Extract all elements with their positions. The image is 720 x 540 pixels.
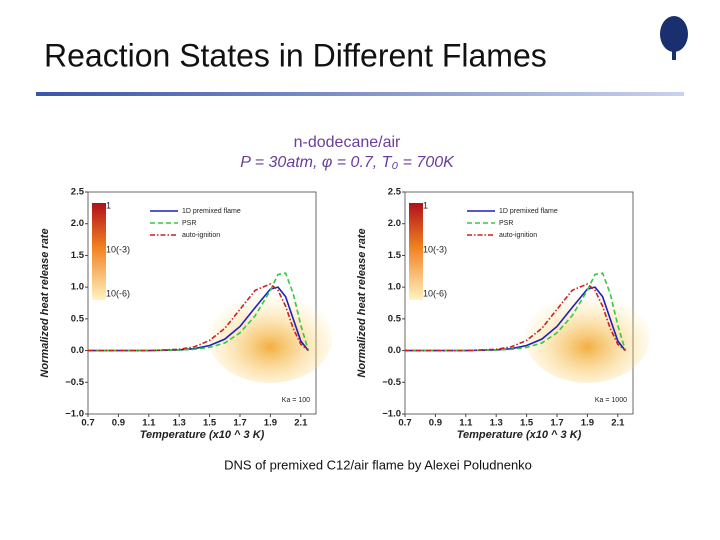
legend-label: 1D premixed flame: [182, 208, 241, 215]
y-tick-label: −0.5: [382, 377, 401, 388]
x-tick-label: 1.5: [520, 418, 534, 429]
colorbar: [92, 203, 106, 300]
flame-shading: [525, 292, 650, 383]
x-tick-label: 2.1: [294, 418, 308, 429]
y-tick-label: 1.0: [388, 282, 401, 293]
annotation: Ka = 1000: [595, 397, 627, 404]
colorbar-label: 10(-6): [106, 288, 130, 298]
x-tick-label: 2.1: [611, 418, 625, 429]
x-tick-label: 1.3: [173, 418, 186, 429]
x-tick-label: 1.1: [142, 418, 156, 429]
y-tick-label: 2.5: [388, 187, 402, 198]
figure-subtitle: P = 30atm, φ = 0.7, T₀ = 700K: [240, 154, 455, 171]
x-tick-label: 1.1: [459, 418, 473, 429]
y-tick-label: 2.0: [388, 218, 401, 229]
series-line: [405, 272, 627, 352]
colorbar-label: 10(-3): [106, 244, 130, 254]
title-rule: [36, 92, 684, 96]
legend-label: 1D premixed flame: [499, 208, 558, 215]
x-axis-label: Temperature (x10 ^ 3 K): [140, 429, 265, 441]
caption: DNS of premixed C12/air flame by Alexei …: [224, 457, 532, 472]
y-axis-label: Normalized heat release rate: [356, 228, 368, 377]
colorbar: [409, 203, 423, 300]
y-tick-label: 0.0: [388, 345, 401, 356]
y-tick-label: −1.0: [65, 409, 84, 420]
y-tick-label: 2.5: [71, 187, 85, 198]
annotation: Ka = 100: [282, 397, 310, 404]
y-tick-label: 2.0: [71, 218, 84, 229]
y-tick-label: 1.5: [388, 250, 402, 261]
legend-label: PSR: [499, 220, 513, 227]
series-line: [88, 283, 309, 352]
figure-title: n-dodecane/air: [294, 134, 401, 151]
series-line: [88, 272, 310, 352]
x-tick-label: 1.7: [550, 418, 563, 429]
x-tick-label: 0.7: [398, 418, 411, 429]
slide-title: Reaction States in Different Flames: [44, 37, 547, 73]
y-tick-label: 0.5: [388, 313, 402, 324]
x-tick-label: 1.3: [490, 418, 503, 429]
y-tick-label: 1.5: [71, 250, 85, 261]
colorbar-label: 1: [106, 200, 111, 210]
y-tick-label: 0.5: [71, 313, 85, 324]
legend-label: PSR: [182, 220, 196, 227]
logo: [660, 16, 688, 60]
colorbar-label: 10(-6): [423, 288, 447, 298]
y-tick-label: 0.0: [71, 345, 84, 356]
x-axis-label: Temperature (x10 ^ 3 K): [457, 429, 582, 441]
colorbar-label: 10(-3): [423, 244, 447, 254]
legend-label: auto-ignition: [499, 232, 537, 239]
x-tick-label: 0.9: [429, 418, 442, 429]
y-axis-label: Normalized heat release rate: [39, 228, 51, 377]
flame-shading: [208, 292, 333, 383]
x-tick-label: 1.9: [264, 418, 277, 429]
y-tick-label: −0.5: [65, 377, 84, 388]
series-line: [405, 283, 626, 352]
legend-label: auto-ignition: [182, 232, 220, 239]
x-tick-label: 1.9: [581, 418, 594, 429]
x-tick-label: 1.7: [233, 418, 246, 429]
x-tick-label: 0.7: [81, 418, 94, 429]
y-tick-label: 1.0: [71, 282, 84, 293]
x-tick-label: 1.5: [203, 418, 217, 429]
y-tick-label: −1.0: [382, 409, 401, 420]
colorbar-label: 1: [423, 200, 428, 210]
x-tick-label: 0.9: [112, 418, 125, 429]
